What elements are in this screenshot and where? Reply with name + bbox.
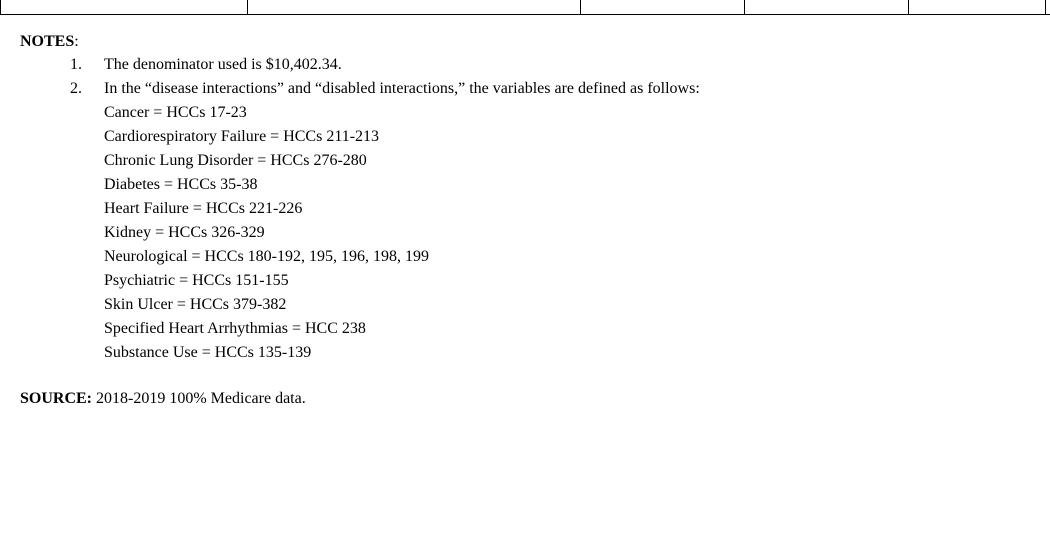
table-cell-stub xyxy=(745,0,909,14)
definition-line: Diabetes = HCCs 35-38 xyxy=(104,173,1030,197)
source-text: 2018-2019 100% Medicare data. xyxy=(92,390,306,407)
definition-line: Neurological = HCCs 180-192, 195, 196, 1… xyxy=(104,245,1030,269)
table-cell-stub xyxy=(248,0,581,14)
table-cell-stub xyxy=(909,0,1046,14)
notes-item-2-text: In the “disease interactions” and “disab… xyxy=(104,80,700,97)
definition-line: Skin Ulcer = HCCs 379-382 xyxy=(104,293,1030,317)
source-label: SOURCE: xyxy=(20,390,92,407)
definition-line: Cardiorespiratory Failure = HCCs 211-213 xyxy=(104,125,1030,149)
notes-heading-line: NOTES: xyxy=(20,33,1030,51)
table-bottom-border xyxy=(0,0,1050,15)
definition-line: Substance Use = HCCs 135-139 xyxy=(104,341,1030,365)
notes-list: The denominator used is $10,402.34. In t… xyxy=(20,53,1030,365)
notes-item-2: In the “disease interactions” and “disab… xyxy=(86,77,1030,365)
table-cell-stub xyxy=(581,0,745,14)
notes-section: NOTES: The denominator used is $10,402.3… xyxy=(0,15,1050,411)
notes-item-1-text: The denominator used is $10,402.34. xyxy=(104,56,342,73)
notes-item-1: The denominator used is $10,402.34. xyxy=(86,53,1030,77)
definition-line: Heart Failure = HCCs 221-226 xyxy=(104,197,1030,221)
notes-heading-colon: : xyxy=(74,33,78,50)
definition-line: Psychiatric = HCCs 151-155 xyxy=(104,269,1030,293)
notes-heading: NOTES xyxy=(20,33,74,50)
definition-line: Chronic Lung Disorder = HCCs 276-280 xyxy=(104,149,1030,173)
definition-line: Specified Heart Arrhythmias = HCC 238 xyxy=(104,317,1030,341)
table-cell-stub xyxy=(0,0,248,14)
definitions-block: Cancer = HCCs 17-23 Cardiorespiratory Fa… xyxy=(104,101,1030,365)
definition-line: Cancer = HCCs 17-23 xyxy=(104,101,1030,125)
definition-line: Kidney = HCCs 326-329 xyxy=(104,221,1030,245)
source-line: SOURCE: 2018-2019 100% Medicare data. xyxy=(20,387,1030,411)
